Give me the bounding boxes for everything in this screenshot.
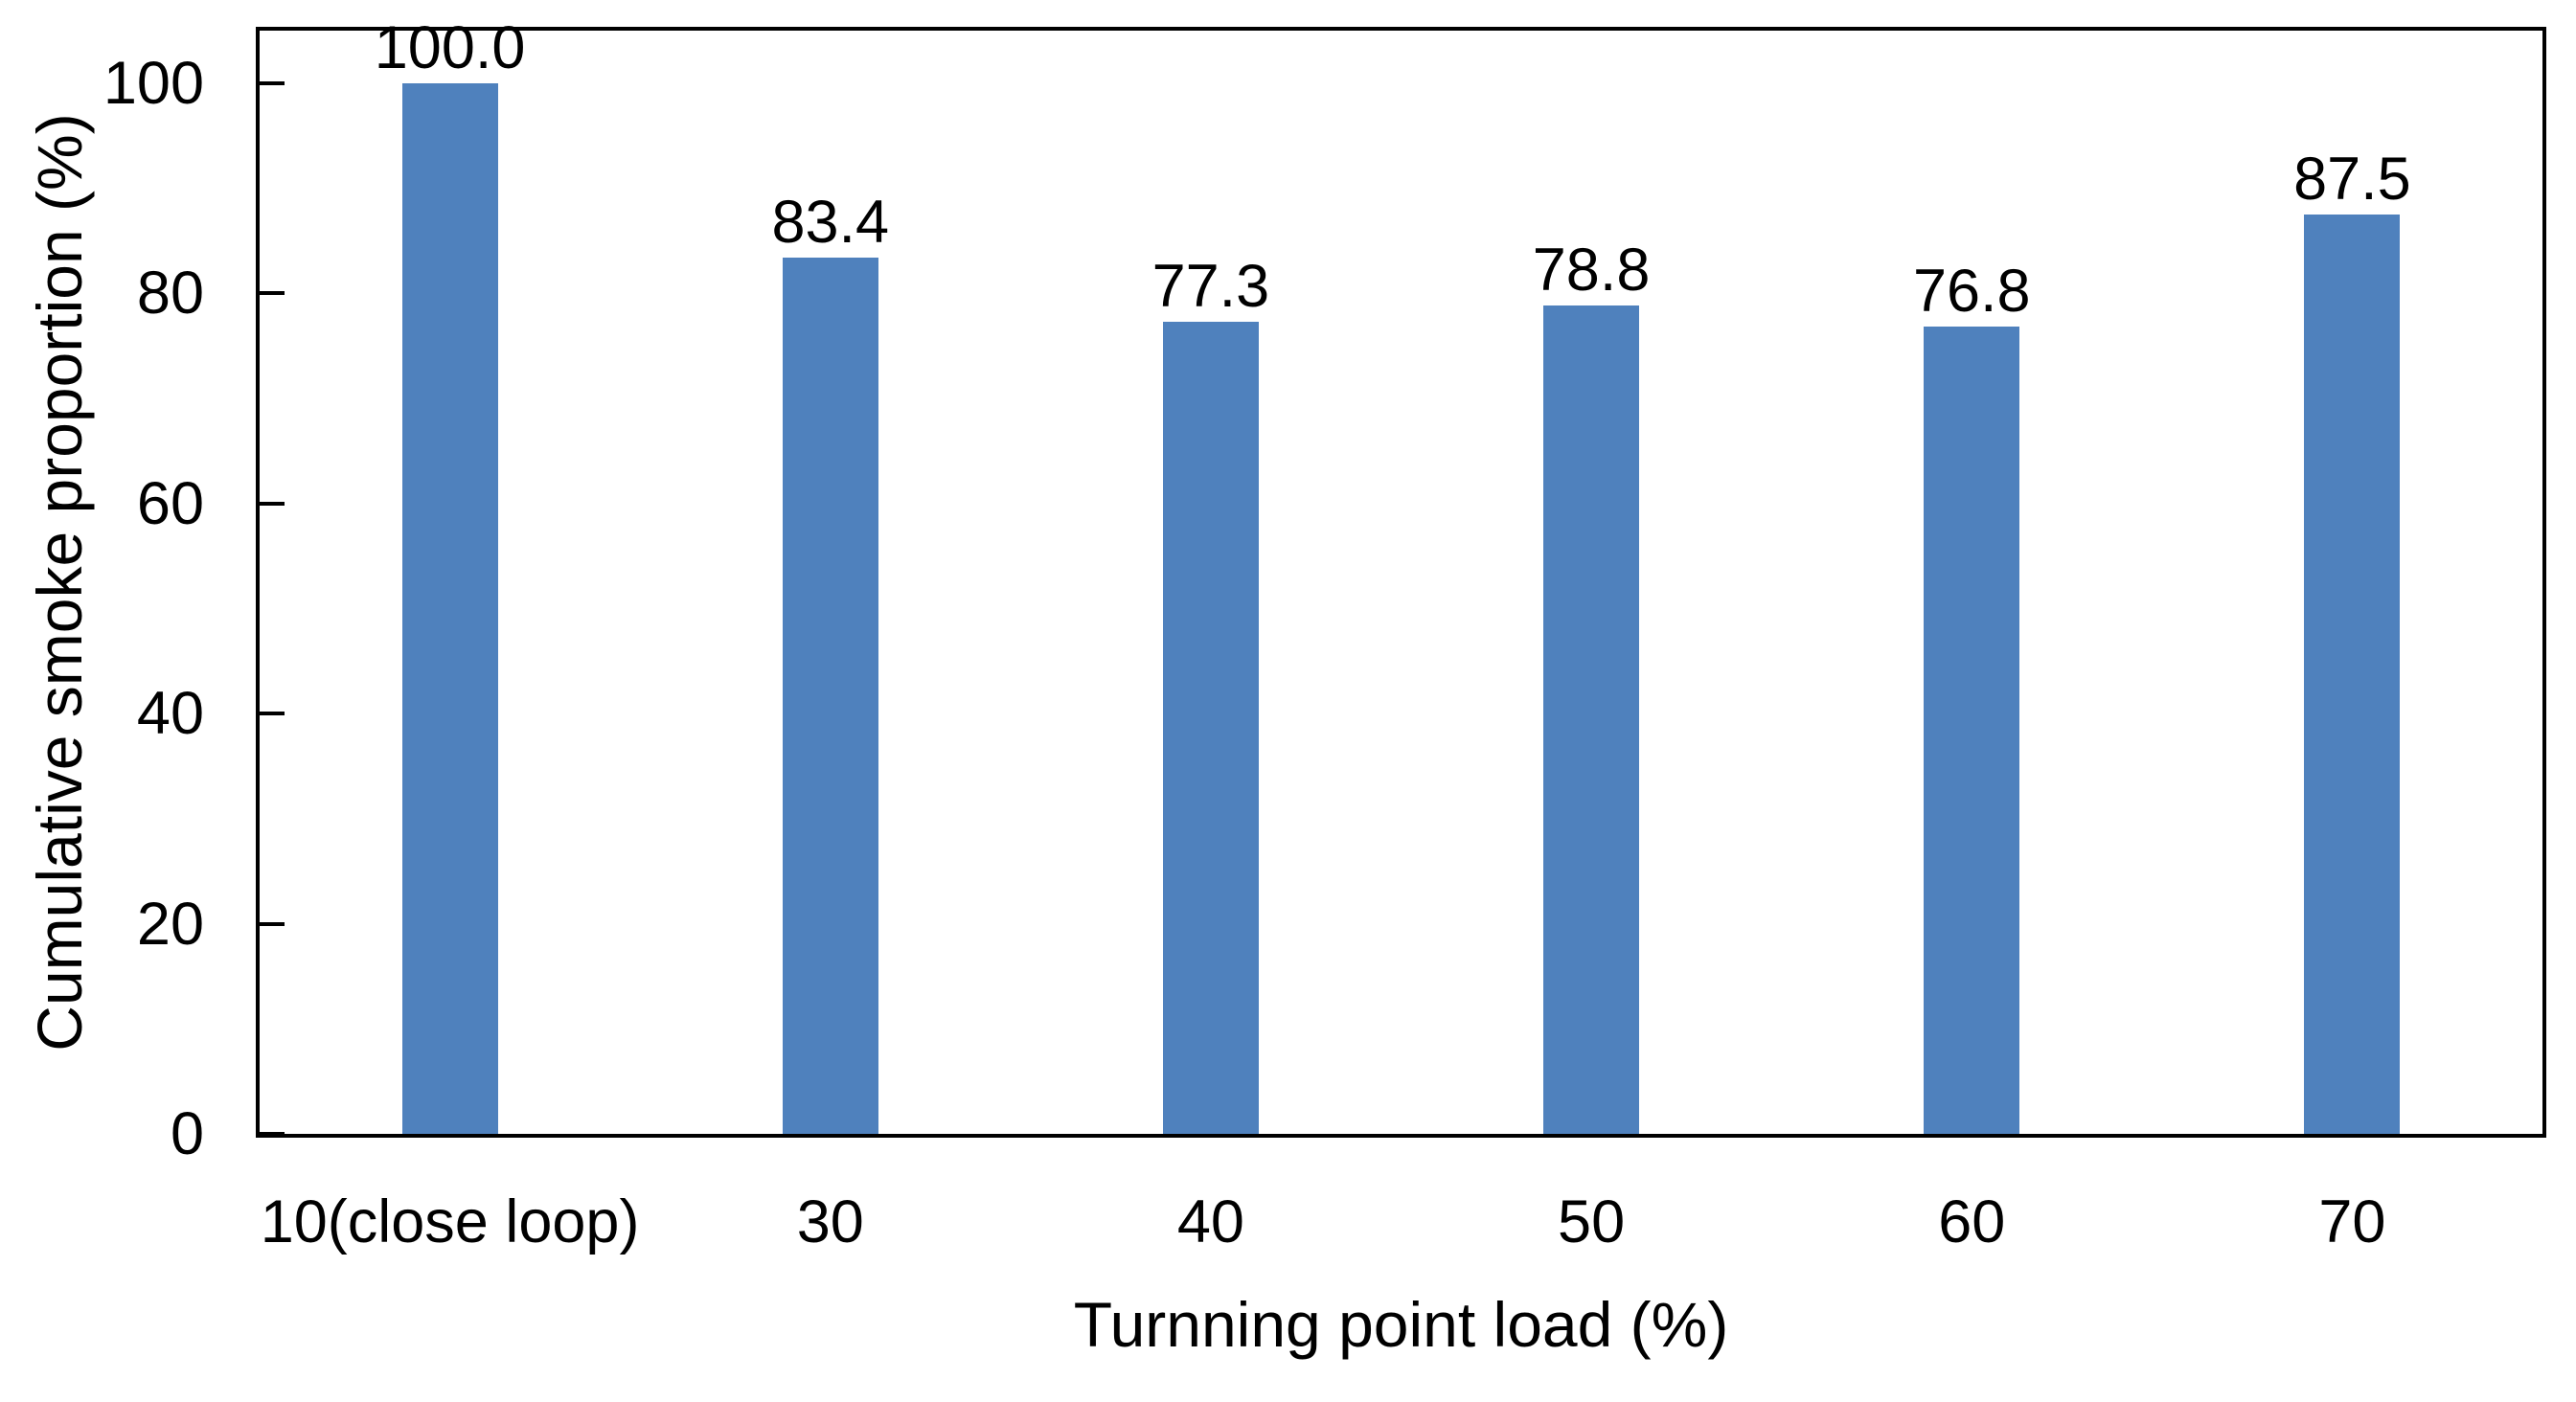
y-tick-mark <box>260 501 285 506</box>
x-tick-label: 40 <box>1176 1188 1244 1255</box>
bar <box>2304 215 2401 1134</box>
x-tick-label: 50 <box>1558 1188 1626 1255</box>
y-tick-label: 0 <box>170 1100 204 1167</box>
y-tick-mark <box>260 712 285 716</box>
bar-value-label: 76.8 <box>1912 258 2031 326</box>
y-tick-mark <box>260 80 285 85</box>
bar-value-label: 100.0 <box>374 13 526 81</box>
y-tick-mark <box>260 921 285 926</box>
plot-area: 100.0 83.4 77.3 78.8 76.8 87.5 <box>256 16 2546 1138</box>
bar <box>401 82 498 1134</box>
y-tick-label: 20 <box>136 890 204 958</box>
bar-value-label: 87.5 <box>2293 146 2411 213</box>
x-axis-title: Turnning point load (%) <box>1073 1289 1729 1360</box>
bar <box>782 257 878 1134</box>
x-tick-label: 60 <box>1938 1188 2006 1255</box>
y-tick-label: 100 <box>103 49 204 117</box>
x-tick-label: 70 <box>2318 1188 2386 1255</box>
bar <box>1162 321 1259 1134</box>
x-tick-label: 30 <box>796 1188 864 1255</box>
bar-value-label: 83.4 <box>771 188 890 256</box>
y-tick-label: 40 <box>136 680 204 748</box>
bar <box>1543 305 1640 1134</box>
x-tick-label: 10(close loop) <box>260 1188 640 1255</box>
y-tick-mark <box>260 291 285 296</box>
bar-value-label: 78.8 <box>1532 237 1651 305</box>
y-tick-mark <box>260 1132 285 1136</box>
y-tick-label: 80 <box>136 260 204 328</box>
bar-value-label: 77.3 <box>1151 252 1270 320</box>
y-tick-label: 60 <box>136 469 204 537</box>
bar <box>1924 327 2020 1134</box>
